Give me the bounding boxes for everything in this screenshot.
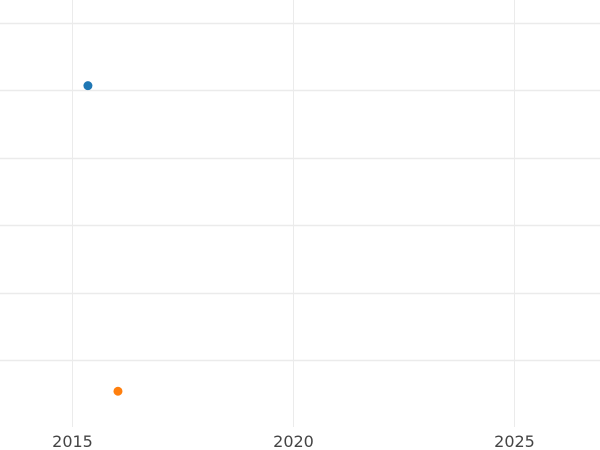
points — [83, 81, 123, 396]
x-tick-label: 2015 — [52, 432, 93, 450]
x-tick-label: 2025 — [494, 432, 535, 450]
data-point-series-0 — [83, 81, 93, 91]
grid — [0, 0, 600, 427]
x-axis-ticks: 2015 2020 2025 — [52, 432, 535, 450]
x-tick-label: 2020 — [273, 432, 314, 450]
data-point-series-1 — [113, 386, 123, 396]
